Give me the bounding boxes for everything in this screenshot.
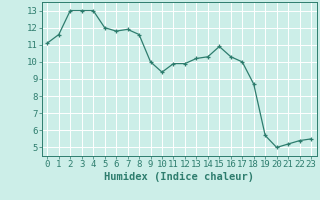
X-axis label: Humidex (Indice chaleur): Humidex (Indice chaleur) xyxy=(104,172,254,182)
